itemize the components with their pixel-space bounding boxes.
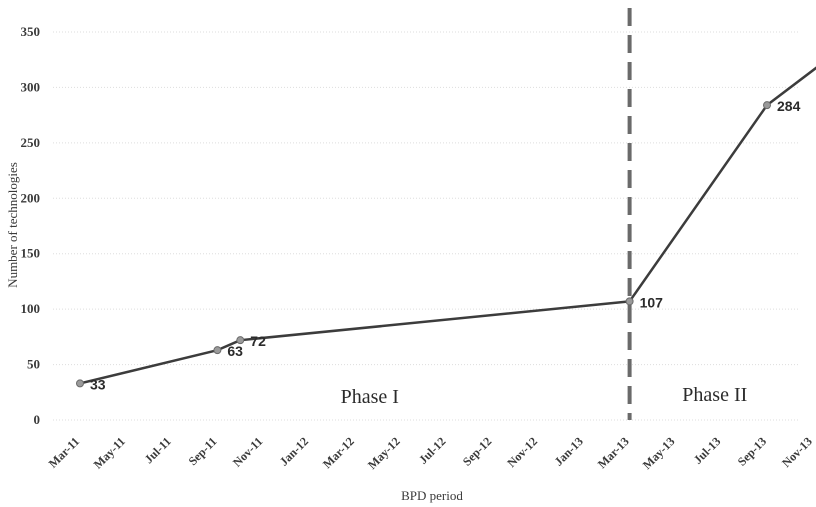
x-tick-label: Jul-13: [691, 434, 724, 467]
y-tick-label: 150: [21, 246, 41, 261]
y-tick-label: 50: [27, 357, 40, 372]
data-label: 107: [640, 294, 664, 310]
y-tick-label: 100: [21, 301, 41, 316]
data-label: 72: [250, 333, 266, 349]
y-tick-label: 300: [21, 79, 41, 94]
y-axis-title: Number of technologies: [5, 162, 20, 288]
data-label: 284: [777, 98, 801, 114]
phase-label: Phase I: [341, 386, 399, 408]
x-tick-label: Sep-13: [735, 434, 769, 468]
phase-labels: Phase I Phase II: [341, 384, 748, 408]
x-tick-label: Sep-12: [460, 434, 494, 468]
x-tick-label: Sep-11: [186, 434, 220, 468]
y-tick-label: 200: [21, 190, 41, 205]
data-point: [213, 346, 222, 355]
x-axis-title: BPD period: [401, 488, 463, 503]
x-tick-label: Jan-12: [277, 434, 311, 468]
data-point: [76, 379, 84, 388]
data-point: [625, 297, 634, 306]
x-tick-label: Nov-12: [504, 434, 540, 470]
x-tick-label: Jan-13: [552, 434, 586, 468]
x-tick-label: May-12: [365, 434, 403, 472]
series: [76, 66, 816, 388]
x-tick-label: Mar-11: [46, 434, 82, 470]
y-axis: 0 50 100 150 200 250 300 350: [21, 24, 41, 427]
x-tick-label: Mar-13: [595, 434, 632, 471]
x-tick-label: May-13: [640, 434, 678, 472]
data-labels: 336372107284331: [90, 98, 801, 392]
x-tick-label: Jul-12: [416, 434, 449, 467]
series-line: [79, 66, 816, 385]
x-tick-label: Nov-11: [230, 434, 265, 469]
data-label: 33: [90, 376, 106, 392]
x-tick-label: Mar-12: [320, 434, 357, 471]
phase-label: Phase II: [682, 384, 747, 406]
x-axis: Mar-11 May-11 Jul-11 Sep-11 Nov-11 Jan-12 Mar-…: [46, 434, 815, 472]
x-tick-label: May-11: [91, 434, 128, 471]
data-label: 63: [227, 343, 243, 359]
x-tick-label: Jul-11: [142, 434, 174, 466]
data-point: [763, 101, 771, 110]
data-point: [236, 336, 245, 345]
x-tick-label: Nov-13: [779, 434, 815, 470]
y-tick-label: 250: [21, 135, 41, 150]
y-tick-label: 0: [34, 412, 41, 427]
y-tick-label: 350: [21, 24, 41, 39]
